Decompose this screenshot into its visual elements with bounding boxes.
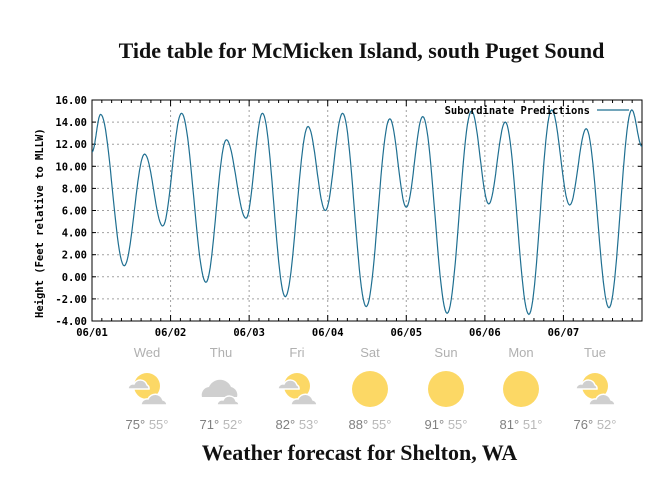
sunny-icon bbox=[486, 367, 556, 411]
forecast-day-label: Thu bbox=[209, 345, 233, 360]
temp-high: 88° bbox=[348, 417, 369, 432]
y-tick-label: 6.00 bbox=[62, 206, 87, 218]
x-tick-label: 06/03 bbox=[233, 327, 265, 339]
forecast-temps: 88° 55° bbox=[335, 417, 405, 432]
temp-low: 55° bbox=[371, 417, 392, 432]
temp-low: 52° bbox=[222, 417, 243, 432]
y-tick-label: -2.00 bbox=[55, 294, 87, 306]
weather-title: Weather forecast for Shelton, WA bbox=[201, 440, 518, 465]
temp-low: 55° bbox=[447, 417, 468, 432]
x-tick-label: 06/01 bbox=[76, 327, 108, 339]
x-tick-label: 06/04 bbox=[312, 327, 344, 339]
forecast-day-tue: Tue 76° 52° bbox=[560, 345, 630, 432]
chart-title: Tide table for McMicken Island, south Pu… bbox=[118, 38, 605, 63]
sunny-icon bbox=[411, 367, 481, 411]
x-tick-label: 06/02 bbox=[155, 327, 187, 339]
y-axis-label: Height (Feet relative to MLLW) bbox=[34, 128, 46, 318]
forecast-day-sat: Sat 88° 55° bbox=[335, 345, 405, 432]
y-tick-label: 0.00 bbox=[62, 272, 87, 284]
temp-high: 76° bbox=[573, 417, 594, 432]
forecast-temps: 81° 51° bbox=[486, 417, 556, 432]
forecast-day-label: Sat bbox=[360, 345, 380, 360]
y-tick-label: 14.00 bbox=[55, 117, 87, 129]
y-tick-label: 4.00 bbox=[62, 228, 87, 240]
y-tick-label: 12.00 bbox=[55, 139, 87, 151]
forecast-day-label: Mon bbox=[508, 345, 534, 360]
forecast-day-label: Fri bbox=[289, 345, 305, 360]
forecast-day-wed: Wed 75° 55° bbox=[112, 345, 182, 432]
chart-grid bbox=[92, 100, 642, 321]
x-tick-label: 06/07 bbox=[548, 327, 580, 339]
y-tick-label: 2.00 bbox=[62, 250, 87, 262]
forecast-temps: 76° 52° bbox=[560, 417, 630, 432]
sunny-icon bbox=[335, 367, 405, 411]
forecast-day-label: Wed bbox=[133, 345, 161, 360]
temp-high: 82° bbox=[275, 417, 296, 432]
forecast-day-fri: Fri 82° 53° bbox=[262, 345, 332, 432]
y-tick-label: 8.00 bbox=[62, 183, 87, 195]
partly-cloudy-icon bbox=[112, 367, 182, 411]
legend: Subordinate Predictions bbox=[445, 105, 629, 117]
temp-low: 53° bbox=[298, 417, 319, 432]
x-tick-labels: 06/01 06/02 06/03 06/04 06/05 06/06 06/07 bbox=[76, 327, 579, 339]
forecast-temps: 91° 55° bbox=[411, 417, 481, 432]
forecast-day-label: Tue bbox=[584, 345, 606, 360]
y-tick-label: 10.00 bbox=[55, 161, 87, 173]
x-tick-label: 06/05 bbox=[390, 327, 422, 339]
y-tick-labels: 16.00 14.00 12.00 10.00 8.00 6.00 4.00 2.00 0.00… bbox=[55, 95, 87, 328]
tide-series-line bbox=[91, 109, 643, 316]
temp-high: 71° bbox=[199, 417, 220, 432]
temp-low: 55° bbox=[148, 417, 169, 432]
partly-cloudy-icon bbox=[560, 367, 630, 411]
partly-cloudy-icon bbox=[262, 367, 332, 411]
forecast-day-label: Sun bbox=[434, 345, 458, 360]
temp-high: 81° bbox=[499, 417, 520, 432]
temp-high: 75° bbox=[125, 417, 146, 432]
axis-ticks bbox=[91, 99, 643, 322]
cloudy-icon bbox=[186, 367, 256, 411]
forecast-day-sun: Sun 91° 55° bbox=[411, 345, 481, 432]
temp-high: 91° bbox=[424, 417, 445, 432]
temp-low: 51° bbox=[522, 417, 543, 432]
forecast-day-mon: Mon 81° 51° bbox=[486, 345, 556, 432]
legend-label: Subordinate Predictions bbox=[445, 105, 590, 117]
x-tick-label: 06/06 bbox=[469, 327, 501, 339]
temp-low: 52° bbox=[596, 417, 617, 432]
forecast-temps: 75° 55° bbox=[112, 417, 182, 432]
forecast-day-thu: Thu 71° 52° bbox=[186, 345, 256, 432]
y-tick-label: 16.00 bbox=[55, 95, 87, 107]
tide-chart: 16.00 14.00 12.00 10.00 8.00 6.00 4.00 2.00 0.00… bbox=[34, 95, 643, 339]
forecast-temps: 82° 53° bbox=[262, 417, 332, 432]
y-tick-label: -4.00 bbox=[55, 316, 87, 328]
forecast-temps: 71° 52° bbox=[186, 417, 256, 432]
